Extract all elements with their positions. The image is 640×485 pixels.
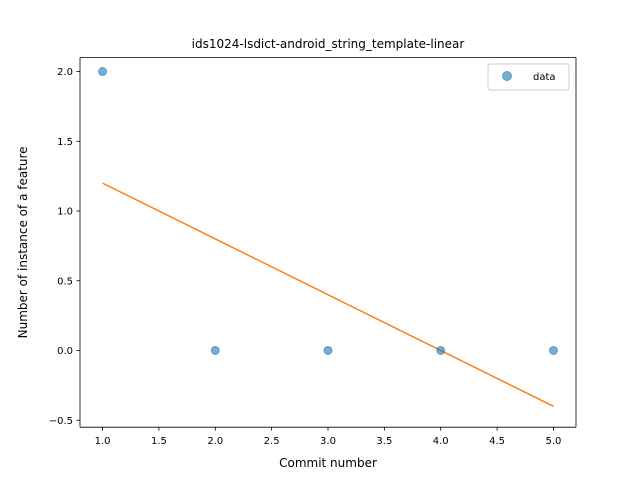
plot-area xyxy=(80,57,576,428)
axes-layer xyxy=(79,57,577,428)
data-point xyxy=(323,345,333,355)
x-tick-label: 3.5 xyxy=(376,436,392,447)
x-tick-label: 3.0 xyxy=(320,436,336,447)
x-tick-label: 1.5 xyxy=(151,436,167,447)
fit-line xyxy=(102,182,554,407)
y-axis-label: Number of instance of a feature xyxy=(16,146,30,338)
legend-marker xyxy=(502,71,512,81)
x-axis-label: Commit number xyxy=(279,456,377,470)
y-tick-label: −0.5 xyxy=(49,416,73,427)
y-tick-label: 1.5 xyxy=(57,137,73,148)
y-tick-label: 1.0 xyxy=(57,207,73,218)
x-tick-label: 1.0 xyxy=(95,436,111,447)
x-tick-label: 2.0 xyxy=(207,436,223,447)
y-tick-label: 0.5 xyxy=(57,276,73,287)
chart-title: ids1024-lsdict-android_string_template-l… xyxy=(192,37,465,51)
x-tick-label: 4.5 xyxy=(489,436,505,447)
y-tick-label: 0.0 xyxy=(57,346,73,357)
x-tick-label: 5.0 xyxy=(546,436,562,447)
legend-label: data xyxy=(533,72,556,83)
data-point xyxy=(548,345,558,355)
legend-frame xyxy=(487,63,570,91)
x-tick-label: 2.5 xyxy=(264,436,280,447)
ticks-layer: 1.0 1.5 2.0 2.5 3.0 3.5 4.0 4.5 5.0 −0.5 0.0 0.5 1.0… xyxy=(49,67,562,447)
y-tick-label: 2.0 xyxy=(57,67,73,78)
data-layer xyxy=(98,67,558,407)
data-point xyxy=(210,345,220,355)
x-tick-label: 4.0 xyxy=(433,436,449,447)
data-point xyxy=(436,345,446,355)
legend: data xyxy=(487,63,570,91)
data-point xyxy=(98,67,108,77)
